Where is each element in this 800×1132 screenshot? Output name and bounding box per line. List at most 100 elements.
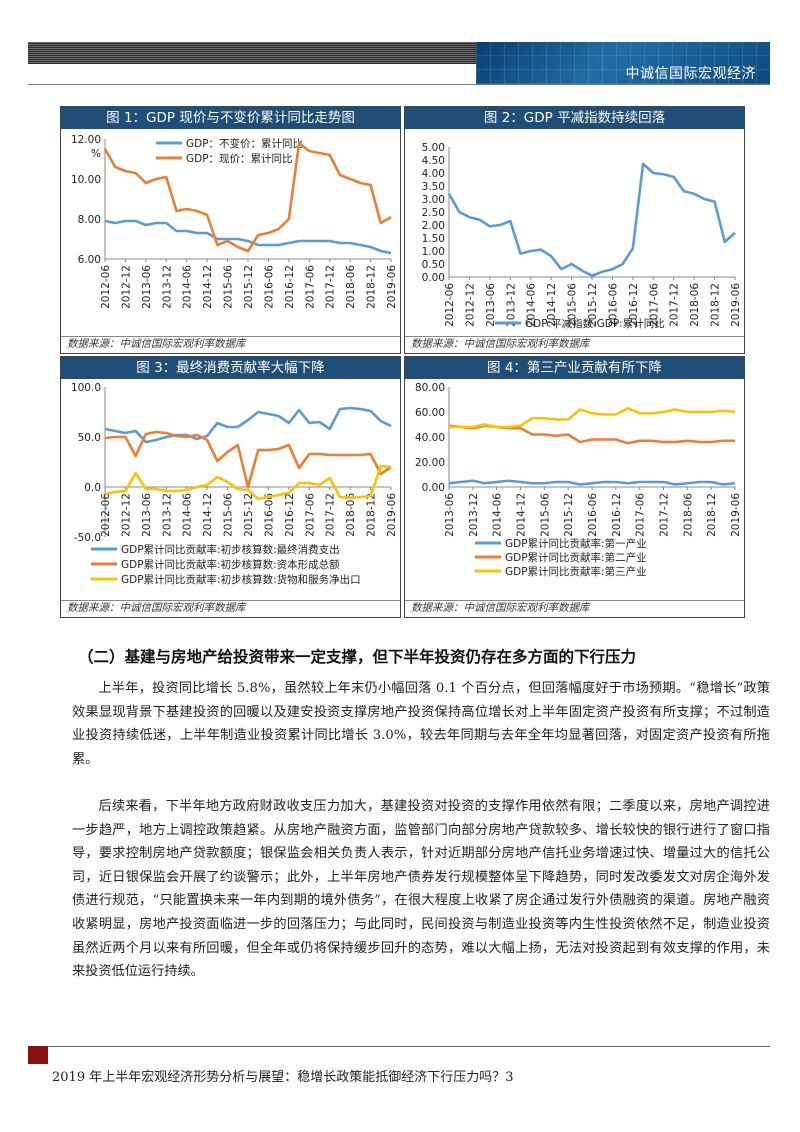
x-tick-label: 2018-12 bbox=[706, 493, 718, 537]
x-tick-label: 2017-06 bbox=[648, 283, 660, 327]
paragraph-text: 后续来看，下半年地方政府财政收支压力加大，基建投资对投资的支撑作用依然有限；二季… bbox=[72, 799, 770, 980]
chart-source-1: 数据来源：中诚信国际宏观利率数据库 bbox=[67, 338, 246, 350]
chart-panel-1: 图 1：GDP 现价与不变价累计同比走势图 6.00 8.00 10.00 12.00… bbox=[60, 106, 401, 354]
x-tick-label: 2016-06 bbox=[607, 283, 619, 327]
x-tick-label: 2018-06 bbox=[345, 265, 357, 309]
y-tick-label: 4.00 bbox=[422, 168, 445, 180]
x-tick-label: 2017-06 bbox=[635, 493, 647, 537]
x-tick-label: 2015-12 bbox=[563, 493, 575, 537]
chart-3-consumption-contribution: -50.0 0.0 50.0 100.0 2012-06 2012-12 2013-06 20… bbox=[71, 382, 398, 586]
legend-label: GDP累计同比贡献率:初步核算数:货物和服务净出口 bbox=[121, 573, 361, 586]
x-tick-label: 2013-12 bbox=[161, 265, 173, 309]
y-tick-label: 8.00 bbox=[78, 214, 101, 226]
y-tick-label: 2.50 bbox=[422, 207, 445, 219]
x-tick-label: 2016-06 bbox=[263, 265, 275, 309]
x-tick-label: 2017-12 bbox=[659, 493, 671, 537]
x-tick-label: 2014-06 bbox=[492, 493, 504, 537]
y-tick-label: 3.00 bbox=[422, 194, 445, 206]
x-tick-label: 2015-12 bbox=[243, 265, 255, 309]
chart-title-3: 图 3：最终消费贡献率大幅下降 bbox=[61, 357, 400, 379]
x-tick-label: 2012-06 bbox=[444, 283, 456, 327]
legend-label: GDP累计同比贡献率:初步核算数:最终消费支出 bbox=[121, 543, 340, 556]
series-line-2 bbox=[104, 430, 392, 489]
x-tick-label: 2014-12 bbox=[202, 265, 214, 309]
series-line-3 bbox=[104, 464, 392, 501]
x-tick-label: 2018-12 bbox=[366, 265, 378, 309]
x-tick-label: 2017-12 bbox=[325, 265, 337, 309]
x-tick-label: 2014-06 bbox=[182, 493, 194, 537]
x-tick-label: 2019-06 bbox=[730, 283, 742, 327]
footer-marker bbox=[28, 1046, 48, 1064]
header-brand-banner: 中诚信国际宏观经济 bbox=[476, 42, 770, 84]
y-tick-label: 1.00 bbox=[422, 246, 445, 258]
y-tick-label: 0.00 bbox=[422, 482, 445, 494]
x-tick-label: 2012-12 bbox=[120, 493, 132, 537]
chart-panel-2: 图 2：GDP 平减指数持续回落 0.00 0.50 1.00 1.50 2.00 2.5… bbox=[404, 106, 745, 354]
y-tick-label: 80.00 bbox=[415, 382, 445, 394]
x-tick-label: 2014-06 bbox=[182, 265, 194, 309]
chart-panel-3: 图 3：最终消费贡献率大幅下降 -50.0 0.0 50.0 100.0 2012-06… bbox=[60, 356, 401, 618]
series-line-1 bbox=[447, 162, 736, 277]
footer-text: 2019 年上半年宏观经济形势分析与展望：稳增长政策能抵御经济下行压力吗？3 bbox=[52, 1070, 514, 1085]
y-tick-label: 0.0 bbox=[84, 482, 101, 494]
x-tick-label: 2012-12 bbox=[464, 283, 476, 327]
series-line-1 bbox=[104, 219, 392, 255]
chart-1-gdp-growth: 6.00 8.00 10.00 12.00 2012-06 2012-12 2013-06 2… bbox=[71, 134, 398, 309]
x-tick-label: 2014-06 bbox=[526, 283, 538, 327]
x-tick-label: 2015-06 bbox=[223, 493, 235, 537]
series-line-3 bbox=[449, 406, 736, 429]
x-tick-label: 2015-12 bbox=[243, 493, 255, 537]
y-tick-label: 4.50 bbox=[422, 155, 445, 167]
brand-name: 中诚信国际宏观经济 bbox=[625, 66, 756, 82]
y-tick-label: 40.00 bbox=[415, 432, 445, 444]
series-line-2 bbox=[103, 141, 392, 253]
y-tick-label: -50.0 bbox=[74, 532, 101, 544]
chart-2-gdp-deflator: 0.000.501.001.502.002.503.003.504.004.50… bbox=[422, 142, 742, 330]
y-unit-label: % bbox=[91, 148, 101, 160]
y-tick-label: 50.0 bbox=[78, 432, 101, 444]
x-tick-label: 2017-12 bbox=[325, 493, 337, 537]
x-tick-label: 2012-12 bbox=[120, 265, 132, 309]
x-tick-label: 2016-12 bbox=[611, 493, 623, 537]
legend-label: GDP：不变价：累计同比 bbox=[186, 137, 303, 150]
legend-label: GDP：现价：累计同比 bbox=[186, 152, 293, 165]
body-paragraph-1: 上半年，投资同比增长 5.8%，虽然较上年末仍小幅回落 0.1 个百分点，但回落… bbox=[72, 677, 770, 771]
x-tick-label: 2012-06 bbox=[100, 265, 112, 309]
series-line-2 bbox=[448, 424, 735, 445]
section-heading: （二）基建与房地产给投资带来一定支撑，但下半年投资仍存在多方面的下行压力 bbox=[78, 648, 637, 666]
chart-title-2: 图 2：GDP 平减指数持续回落 bbox=[405, 107, 744, 129]
x-tick-label: 2017-06 bbox=[304, 493, 316, 537]
chart-source-3: 数据来源：中诚信国际宏观利率数据库 bbox=[67, 602, 246, 614]
x-tick-label: 2012-06 bbox=[100, 493, 112, 537]
legend-label: GDP累计同比贡献率:第三产业 bbox=[505, 565, 647, 578]
paragraph-text: 上半年，投资同比增长 5.8%，虽然较上年末仍小幅回落 0.1 个百分点，但回落… bbox=[72, 681, 770, 767]
x-tick-label: 2015-06 bbox=[223, 265, 235, 309]
x-tick-label: 2013-06 bbox=[141, 265, 153, 309]
x-tick-label: 2019-06 bbox=[386, 265, 398, 309]
x-tick-label: 2014-12 bbox=[516, 493, 528, 537]
x-tick-label: 2017-12 bbox=[669, 283, 681, 327]
x-tick-label: 2014-12 bbox=[546, 283, 558, 327]
y-tick-label: 2.00 bbox=[422, 220, 445, 232]
x-tick-label: 2016-12 bbox=[284, 493, 296, 537]
legend-label: GDP累计同比贡献率:初步核算数:资本形成总额 bbox=[121, 558, 340, 571]
x-tick-label: 2016-06 bbox=[263, 493, 275, 537]
y-tick-label: 12.00 bbox=[71, 134, 101, 146]
x-tick-label: 2013-06 bbox=[444, 493, 456, 537]
y-tick-label: 10.00 bbox=[71, 174, 101, 186]
chart-title-1: 图 1：GDP 现价与不变价累计同比走势图 bbox=[61, 107, 400, 129]
x-tick-label: 2017-06 bbox=[304, 265, 316, 309]
legend-label: GDP累计同比贡献率:第二产业 bbox=[505, 551, 647, 564]
x-tick-label: 2018-06 bbox=[689, 283, 701, 327]
x-tick-label: 2016-12 bbox=[284, 265, 296, 309]
x-tick-label: 2015-12 bbox=[587, 283, 599, 327]
body-paragraph-2: 后续来看，下半年地方政府财政收支压力加大，基建投资对投资的支撑作用依然有限；二季… bbox=[72, 795, 770, 984]
x-tick-label: 2015-06 bbox=[539, 493, 551, 537]
footer-divider bbox=[28, 1046, 770, 1047]
x-tick-label: 2018-06 bbox=[345, 493, 357, 537]
x-tick-label: 2013-06 bbox=[485, 283, 497, 327]
y-tick-label: 0.50 bbox=[422, 259, 445, 271]
chart-source-4: 数据来源：中诚信国际宏观利率数据库 bbox=[411, 602, 590, 614]
x-tick-label: 2013-12 bbox=[468, 493, 480, 537]
y-tick-label: 60.00 bbox=[415, 407, 445, 419]
